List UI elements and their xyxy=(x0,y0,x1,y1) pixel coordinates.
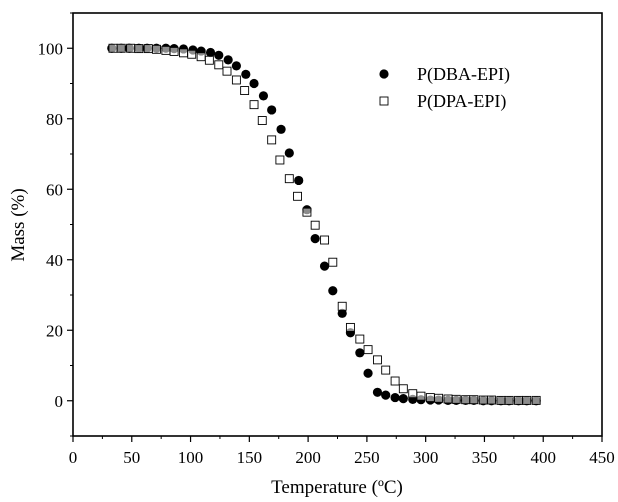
x-tick-label: 250 xyxy=(354,448,380,467)
data-point-dpa xyxy=(531,395,541,405)
data-point-dpa xyxy=(143,44,153,54)
data-point-dpa xyxy=(161,45,171,55)
data-point-dba xyxy=(337,308,347,318)
data-point-dpa xyxy=(310,220,320,230)
data-point-dpa xyxy=(116,43,126,53)
data-point-dba xyxy=(276,124,286,134)
x-tick-label: 0 xyxy=(69,448,78,467)
data-point-dpa xyxy=(363,345,373,355)
data-point-dpa xyxy=(355,334,365,344)
data-point-dpa xyxy=(496,395,506,405)
data-point-dba xyxy=(205,47,216,58)
x-axis-label: Temperature (ºC) xyxy=(271,477,403,498)
y-axis-label: Mass (%) xyxy=(8,188,29,261)
data-point-dba xyxy=(223,55,233,65)
y-tick-label: 0 xyxy=(55,392,64,411)
data-point-dba xyxy=(390,392,400,403)
data-point-dba xyxy=(294,175,304,186)
data-point-dpa xyxy=(222,66,232,76)
data-point-dpa xyxy=(487,395,496,405)
x-tick-label: 350 xyxy=(472,448,498,467)
data-point-dpa xyxy=(469,395,479,405)
data-point-dpa xyxy=(134,44,144,54)
data-point-dpa xyxy=(231,75,241,85)
data-point-dba xyxy=(355,348,365,358)
data-point-dpa xyxy=(416,391,426,401)
y-tick-label: 60 xyxy=(46,180,63,199)
data-point-dpa xyxy=(293,191,302,201)
data-point-dba xyxy=(249,78,259,89)
legend-label-dpa: P(DPA-EPI) xyxy=(417,91,506,112)
data-point-dba xyxy=(372,387,383,397)
data-point-dpa xyxy=(302,207,312,217)
data-point-dpa xyxy=(443,394,453,404)
data-point-dba xyxy=(398,394,408,404)
x-tick-label: 450 xyxy=(589,448,615,467)
y-tick-label: 80 xyxy=(46,110,63,129)
y-tick-label: 100 xyxy=(38,39,64,58)
legend: P(DBA-EPI) P(DPA-EPI) xyxy=(379,64,510,112)
y-tick-label: 20 xyxy=(46,321,63,340)
x-tick-label: 100 xyxy=(178,448,204,467)
data-point-dba xyxy=(381,390,391,400)
y-axis-ticks: 0 20 40 60 80 100 xyxy=(38,12,73,437)
data-point-dpa xyxy=(398,384,408,394)
legend-label-dba: P(DBA-EPI) xyxy=(417,64,510,85)
data-point-dpa xyxy=(328,257,338,267)
data-point-dba xyxy=(267,105,277,115)
data-point-dba xyxy=(241,69,251,79)
plot-frame xyxy=(72,12,603,437)
data-point-dpa xyxy=(373,355,382,365)
data-point-dpa xyxy=(152,44,161,54)
legend-marker-dba xyxy=(379,69,389,79)
x-tick-label: 300 xyxy=(413,448,439,467)
data-point-dpa xyxy=(196,52,206,62)
data-point-dba xyxy=(258,91,269,101)
data-point-dpa xyxy=(337,301,347,311)
x-axis-ticks: 0 50 100 150 200 250 300 350 400 450 xyxy=(69,436,615,467)
data-point-dpa xyxy=(204,55,214,65)
data-point-dpa xyxy=(249,100,259,110)
data-point-dpa xyxy=(478,395,488,405)
data-point-dpa xyxy=(284,174,294,184)
data-point-dba xyxy=(328,286,338,296)
x-tick-label: 200 xyxy=(295,448,321,467)
data-point-dpa xyxy=(522,395,532,405)
data-point-dpa xyxy=(461,395,471,405)
data-point-dpa xyxy=(345,322,355,332)
data-point-dba xyxy=(284,148,294,158)
data-point-dba xyxy=(319,261,330,271)
series-dpa-epi xyxy=(108,43,541,405)
data-point-dpa xyxy=(425,393,435,403)
data-point-dba xyxy=(363,368,373,378)
data-point-dpa xyxy=(408,389,418,399)
data-point-dba xyxy=(310,234,320,244)
data-point-dpa xyxy=(390,376,400,386)
data-point-dba xyxy=(214,50,224,60)
data-point-dpa xyxy=(126,43,136,53)
data-point-dpa xyxy=(275,155,285,165)
data-point-dpa xyxy=(381,365,391,375)
data-point-dpa xyxy=(267,135,277,145)
x-tick-label: 400 xyxy=(530,448,556,467)
data-point-dpa xyxy=(320,235,330,245)
x-tick-label: 150 xyxy=(237,448,263,467)
data-point-dpa xyxy=(240,86,250,96)
legend-marker-dpa xyxy=(379,96,389,106)
y-tick-label: 40 xyxy=(46,251,63,270)
x-tick-label: 50 xyxy=(123,448,140,467)
data-point-dpa xyxy=(187,49,197,59)
data-point-dpa xyxy=(108,43,118,53)
data-point-dpa xyxy=(169,46,179,56)
data-point-dpa xyxy=(451,394,461,404)
series-layer xyxy=(107,43,541,406)
data-point-dpa xyxy=(179,48,188,58)
data-point-dpa xyxy=(214,60,224,70)
data-point-dpa xyxy=(257,116,267,125)
data-point-dpa xyxy=(514,395,523,405)
data-point-dpa xyxy=(434,393,444,403)
data-point-dba xyxy=(231,61,242,71)
data-point-dpa xyxy=(504,395,514,405)
